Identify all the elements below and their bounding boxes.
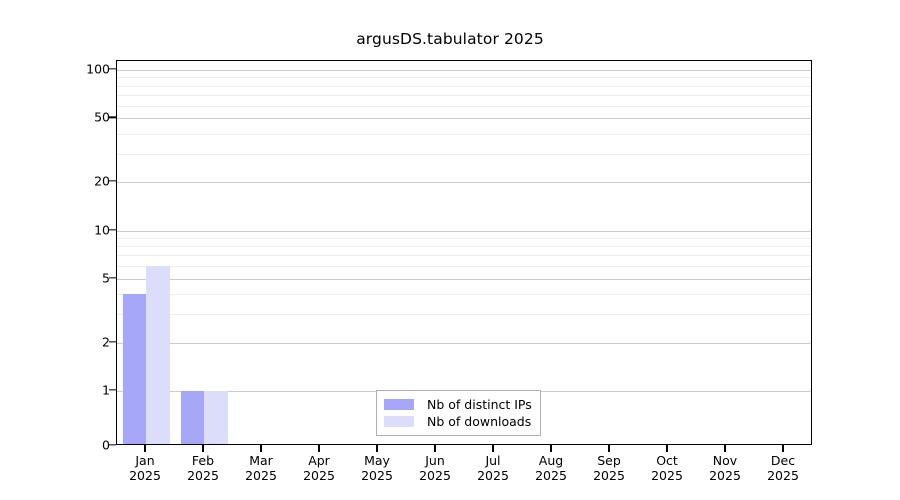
x-tick-month: Jan [135, 453, 155, 468]
y-axis-tick-label: 10 [94, 222, 110, 237]
x-tick-year: 2025 [709, 468, 741, 483]
x-tick-month: Oct [656, 453, 678, 468]
gridline-major [117, 230, 811, 232]
y-axis-tick-mark [109, 116, 116, 118]
x-tick-month: May [364, 453, 390, 468]
x-tick-year: 2025 [767, 468, 799, 483]
x-tick-year: 2025 [303, 468, 335, 483]
x-axis-tick-mark [434, 445, 436, 452]
y-axis-tick-label: 50 [94, 109, 110, 125]
x-axis-tick-label: Dec 2025 [748, 453, 818, 483]
x-tick-year: 2025 [361, 468, 393, 483]
gridline-minor [117, 77, 811, 79]
x-tick-year: 2025 [419, 468, 451, 483]
chart-legend: Nb of distinct IPs Nb of downloads [376, 390, 541, 436]
x-axis-tick-mark [318, 445, 320, 452]
x-tick-year: 2025 [535, 468, 567, 483]
y-axis-tick-mark [109, 228, 116, 231]
x-axis-tick-mark [260, 445, 262, 452]
gridline-major [117, 70, 811, 71]
x-axis-tick-mark [550, 445, 552, 452]
legend-item: Nb of distinct IPs [384, 396, 532, 413]
gridline-minor [117, 294, 811, 296]
x-axis-tick-label: Feb 2025 [168, 453, 238, 483]
y-axis-tick-mark [109, 444, 116, 446]
bar [122, 294, 146, 444]
x-tick-month: Apr [308, 453, 330, 468]
bar [180, 391, 204, 444]
x-tick-month: Sep [597, 453, 621, 468]
x-axis-tick-label: Apr 2025 [284, 453, 354, 483]
x-axis-tick-label: Aug 2025 [516, 453, 586, 483]
gridline-minor [117, 105, 811, 107]
legend-label: Nb of downloads [427, 414, 532, 429]
x-tick-month: Mar [249, 453, 273, 468]
gridline-minor [117, 246, 811, 248]
y-axis-tick-mark [109, 180, 116, 182]
gridline-minor [117, 133, 811, 135]
bar [204, 391, 228, 444]
y-axis-tick-label: 100 [86, 61, 110, 77]
x-axis-tick-mark [724, 445, 726, 452]
y-axis-tick-mark [109, 341, 116, 343]
x-tick-month: Nov [712, 453, 738, 468]
y-axis-tick-label: 5 [102, 270, 110, 286]
legend-swatch [384, 416, 414, 427]
x-axis-tick-label: May 2025 [342, 453, 412, 483]
x-axis-tick-mark [492, 445, 494, 452]
y-axis-tick-label: 0 [102, 437, 110, 453]
gridline-major [117, 118, 811, 120]
x-tick-month: Aug [538, 453, 564, 468]
bar [146, 266, 170, 444]
gridline-minor [117, 85, 811, 87]
x-axis-tick-label: Sep 2025 [574, 453, 644, 483]
x-axis-tick-label: Mar 2025 [226, 453, 296, 483]
legend-item: Nb of downloads [384, 413, 532, 430]
x-tick-month: Feb [191, 453, 215, 468]
gridline-minor [117, 153, 811, 155]
y-axis-tick-mark [109, 389, 116, 391]
y-axis-tick-label: 2 [102, 334, 110, 350]
x-axis-tick-mark [782, 445, 784, 452]
y-axis-tick-label: 20 [94, 173, 110, 189]
x-tick-year: 2025 [651, 468, 683, 483]
gridline-major [117, 278, 811, 280]
x-axis-tick-mark [376, 445, 378, 452]
x-axis-tick-label: Oct 2025 [632, 453, 702, 483]
y-axis-tick-mark [109, 277, 116, 279]
x-axis-tick-mark [666, 445, 668, 452]
x-axis-tick-label: Jun 2025 [400, 453, 470, 483]
gridline-minor [117, 255, 811, 257]
gridline-minor [117, 94, 811, 96]
legend-label: Nb of distinct IPs [427, 397, 532, 412]
x-tick-year: 2025 [477, 468, 509, 483]
plot-area [116, 60, 812, 445]
x-axis-tick-mark [608, 445, 610, 452]
y-axis-tick-mark [109, 68, 116, 70]
page-title: argusDS.tabulator 2025 [356, 30, 544, 48]
x-axis-tick-label: Jul 2025 [458, 453, 528, 483]
x-tick-year: 2025 [245, 468, 277, 483]
x-tick-month: Jun [425, 453, 445, 468]
x-axis-tick-mark [202, 445, 204, 452]
gridline-minor [117, 314, 811, 316]
x-tick-year: 2025 [129, 468, 161, 483]
x-tick-month: Dec [770, 453, 796, 468]
x-tick-year: 2025 [187, 468, 219, 483]
x-axis-tick-label: Nov 2025 [690, 453, 760, 483]
x-axis-tick-label: Jan 2025 [110, 453, 180, 483]
x-tick-month: Jul [485, 453, 501, 468]
gridline-major [117, 342, 811, 344]
gridline-minor [117, 237, 811, 239]
gridline-minor [117, 266, 811, 268]
y-axis-tick-label: 1 [102, 382, 110, 398]
x-tick-year: 2025 [593, 468, 625, 483]
legend-swatch [384, 399, 414, 410]
gridline-major [117, 182, 811, 184]
x-axis-tick-mark [144, 445, 146, 452]
